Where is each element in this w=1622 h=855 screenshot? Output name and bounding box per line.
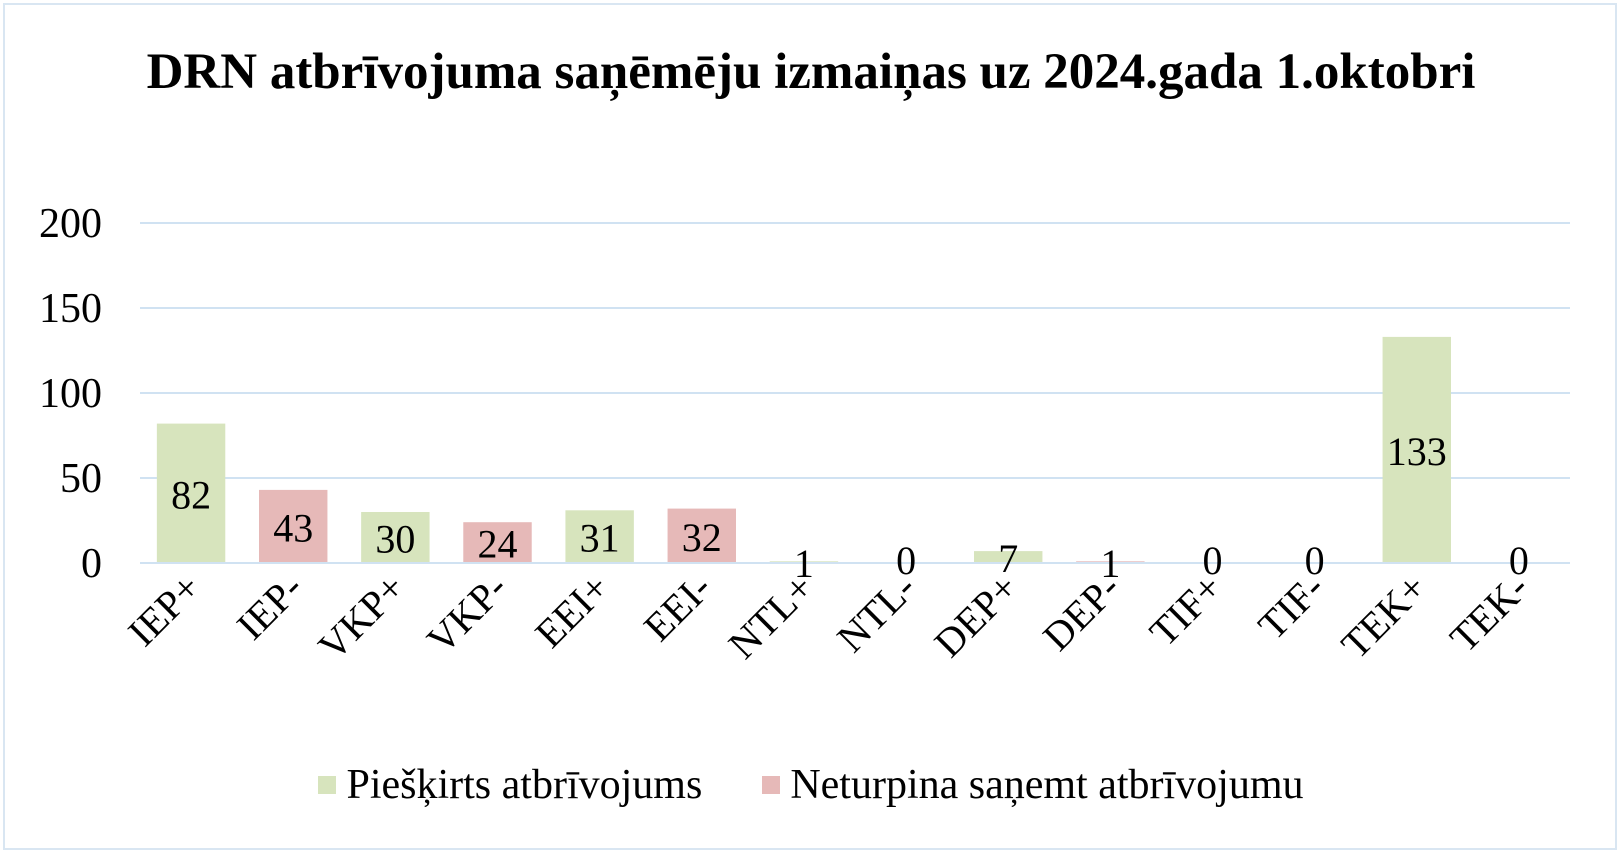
y-tick-label: 0 <box>81 541 102 587</box>
data-label: 1 <box>794 541 814 586</box>
x-category-label: EEI+ <box>526 565 618 657</box>
x-category-label: VKP- <box>418 565 516 663</box>
bar <box>565 510 634 563</box>
data-label: 0 <box>1305 538 1325 583</box>
legend-item-granted: Piešķirts atbrīvojums <box>318 761 702 809</box>
bar <box>667 508 737 563</box>
legend-label-discontinued: Neturpina saņemt atbrīvojumu <box>790 762 1304 808</box>
bars <box>156 336 1452 563</box>
x-category-label: VKP+ <box>309 565 413 669</box>
data-label: 43 <box>273 505 313 550</box>
legend-swatch-discontinued <box>762 776 781 794</box>
data-label: 0 <box>896 538 916 583</box>
y-tick-label: 50 <box>60 456 102 502</box>
y-tick-label: 100 <box>39 371 102 417</box>
x-category-label: IEP- <box>228 565 312 649</box>
chart-title: DRN atbrīvojuma saņēmēju izmaiņas uz 202… <box>146 44 1476 100</box>
legend-swatch-granted <box>318 776 337 794</box>
bar <box>973 551 1043 563</box>
data-label: 30 <box>375 517 415 562</box>
y-axis-ticks: 0 50 100 150 200 <box>39 201 102 587</box>
x-category-label: TEK+ <box>1332 565 1435 668</box>
data-label: 1 <box>1100 541 1120 586</box>
data-label: 0 <box>1203 538 1223 583</box>
y-tick-label: 200 <box>39 201 102 247</box>
data-label: 24 <box>478 522 518 567</box>
x-category-label: EEI- <box>635 565 720 650</box>
bar <box>258 489 328 563</box>
x-category-label: IEP+ <box>119 565 209 655</box>
data-label: 32 <box>682 515 722 560</box>
data-labels: 82 43 30 24 31 32 1 0 7 1 0 0 133 0 <box>171 429 1529 586</box>
bar <box>361 512 430 563</box>
y-tick-label: 150 <box>39 286 102 332</box>
data-label: 31 <box>580 516 620 561</box>
gridlines <box>140 222 1570 479</box>
bar <box>463 522 532 563</box>
data-label: 0 <box>1509 538 1529 583</box>
data-label: 133 <box>1387 429 1447 474</box>
legend: Piešķirts atbrīvojums Neturpina saņemt a… <box>0 760 1622 810</box>
data-label: 82 <box>171 472 211 517</box>
bar <box>1382 336 1452 563</box>
chart-frame <box>3 3 1617 850</box>
legend-label-granted: Piešķirts atbrīvojums <box>346 762 703 808</box>
data-label: 7 <box>998 536 1018 581</box>
legend-item-discontinued: Neturpina saņemt atbrīvojumu <box>762 761 1304 809</box>
bar <box>156 423 226 563</box>
